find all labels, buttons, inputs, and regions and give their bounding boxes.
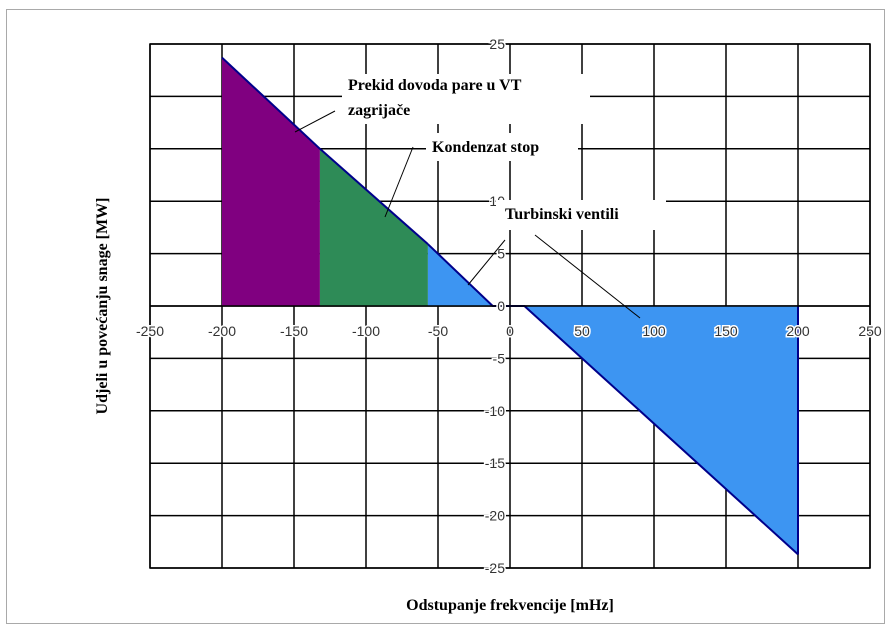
annotation-leader-2-1: [534, 234, 641, 319]
y-tick-label-0: -25: [485, 560, 505, 576]
y-tick-label-5: 0: [497, 298, 505, 314]
annotation-box-2: [496, 200, 666, 230]
y-tick-label-2: -15: [485, 455, 505, 471]
series-line-1: [319, 148, 429, 245]
x-tick-label-5: 0: [506, 323, 514, 339]
x-tick-label-1: -200: [208, 323, 236, 339]
x-tick-label-7: 100: [642, 323, 666, 339]
annotation-box-1: [426, 133, 578, 161]
y-tick-label-6: 5: [497, 246, 505, 262]
series-area-1: [319, 148, 428, 306]
x-tick-label-8: 150: [714, 323, 738, 339]
annotation-box-0: [342, 74, 590, 124]
x-tick-label-9: 200: [786, 323, 810, 339]
y-tick-label-3: -10: [485, 403, 505, 419]
annotation-leader-2-0: [467, 239, 506, 286]
y-tick-label-1: -20: [485, 508, 505, 524]
series-line-0: [221, 56, 321, 150]
annotation-label-1-0: Kondenzat stop: [432, 139, 539, 156]
annotation-label-2-0: Turbinski ventili: [505, 206, 619, 223]
x-tick-label-3: -100: [352, 323, 380, 339]
series-area-2: [427, 244, 798, 555]
x-tick-label-2: -150: [280, 323, 308, 339]
annotation-leader-0-0: [294, 110, 336, 133]
y-axis-title: Udjeli u povećanju snage [MW]: [94, 198, 111, 415]
x-tick-label-6: 50: [574, 323, 590, 339]
y-tick-label-10: 25: [489, 36, 505, 52]
x-axis-title: Odstupanje frekvencije [mHz]: [406, 597, 614, 614]
x-tick-label-10: 250: [858, 323, 882, 339]
annotation-label-0-0: Prekid dovoda pare u VT: [348, 77, 522, 94]
series-area-0: [222, 57, 320, 307]
annotation-label-0-1: zagrijače: [348, 102, 410, 119]
annotation-leader-1-0: [384, 146, 414, 218]
x-tick-label-4: -50: [428, 323, 448, 339]
x-tick-label-0: -250: [136, 323, 164, 339]
y-tick-label-4: -5: [493, 350, 506, 366]
